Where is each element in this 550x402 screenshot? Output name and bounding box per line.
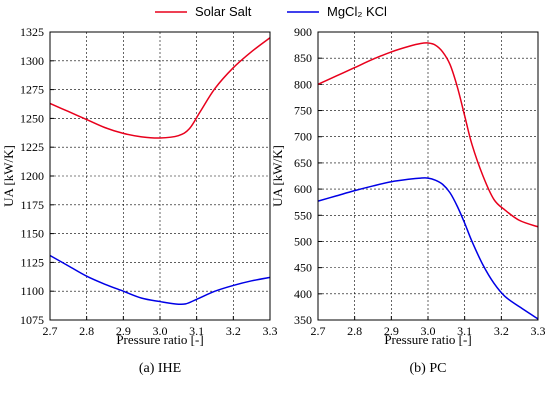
ihe-y-axis-label: UA [kW/K]: [1, 145, 16, 207]
legend-label-solar-salt: Solar Salt: [195, 4, 252, 19]
ihe-y-tick-label: 1275: [20, 83, 44, 97]
ihe-y-tick-label: 1225: [20, 140, 44, 154]
ihe-x-tick-label: 3.3: [263, 324, 278, 338]
pc-y-tick-label: 650: [294, 156, 312, 170]
ihe-x-tick-label: 2.8: [79, 324, 94, 338]
ihe-x-tick-label: 3.0: [153, 324, 168, 338]
ihe-x-tick-label: 2.9: [116, 324, 131, 338]
ihe-plot-frame: [49, 31, 271, 321]
pc-y-tick-label: 500: [294, 234, 312, 248]
ihe-y-tick-labels: 1075 1100 1125 1150 1175 1200 1225 1250 1275 1300…: [20, 25, 44, 327]
ihe-y-tick-label: 1125: [20, 255, 44, 269]
ihe-series-mgcl2-kcl-line: [49, 254, 271, 306]
pc-y-tick-label: 450: [294, 261, 312, 275]
ihe-y-tick-label: 1175: [20, 198, 44, 212]
pc-y-tick-label: 900: [294, 25, 312, 39]
ihe-chart: 2.7 2.8 2.9 3.0 3.1 3.2 3.3 1075 1100 1125 1150 11…: [1, 25, 278, 376]
pc-y-tick-label: 350: [294, 313, 312, 327]
ihe-y-tick-label: 1250: [20, 111, 44, 125]
legend: Solar Salt MgCl₂ KCl: [155, 4, 387, 19]
ihe-y-tick-label: 1100: [20, 284, 44, 298]
pc-series-solar-salt-line: [317, 42, 539, 228]
ihe-x-tick-labels: 2.7 2.8 2.9 3.0 3.1 3.2 3.3: [43, 324, 278, 338]
pc-y-tick-label: 550: [294, 208, 312, 222]
ihe-x-tick-label: 3.1: [189, 324, 204, 338]
ihe-y-tick-label: 1075: [20, 313, 44, 327]
pc-x-axis-label: Pressure ratio [-]: [384, 332, 471, 347]
pc-x-tick-label: 3.1: [457, 324, 472, 338]
pc-x-tick-label: 3.2: [494, 324, 509, 338]
ihe-y-tick-label: 1325: [20, 25, 44, 39]
pc-y-tick-label: 600: [294, 182, 312, 196]
pc-x-tick-label: 2.7: [311, 324, 326, 338]
ihe-y-tick-label: 1150: [20, 227, 44, 241]
pc-x-tick-label: 3.0: [421, 324, 436, 338]
pc-y-tick-label: 700: [294, 130, 312, 144]
ihe-grid: [49, 31, 271, 321]
pc-grid: [317, 31, 539, 321]
pc-plot-frame: [317, 31, 539, 321]
ihe-y-tick-label: 1300: [20, 54, 44, 68]
pc-y-tick-label: 400: [294, 287, 312, 301]
ihe-caption: (a) IHE: [139, 361, 181, 376]
pc-y-tick-label: 750: [294, 104, 312, 118]
pc-caption: (b) PC: [410, 361, 447, 376]
pc-chart: 2.7 2.8 2.9 3.0 3.1 3.2 3.3 350 400 450 500 550 600…: [270, 25, 546, 376]
legend-label-mgcl2-kcl: MgCl₂ KCl: [327, 4, 387, 19]
ihe-x-tick-label: 3.2: [226, 324, 241, 338]
pc-x-tick-label: 2.8: [347, 324, 362, 338]
ihe-x-axis-label: Pressure ratio [-]: [116, 332, 203, 347]
ihe-series: [49, 37, 271, 306]
pc-y-tick-label: 850: [294, 51, 312, 65]
pc-y-tick-label: 800: [294, 77, 312, 91]
pc-series: [317, 42, 539, 320]
pc-series-mgcl2-kcl-line: [317, 177, 539, 320]
ihe-series-solar-salt-line: [49, 37, 271, 139]
ihe-x-tick-label: 2.7: [43, 324, 58, 338]
pc-y-tick-labels: 350 400 450 500 550 600 650 700 750 800 850 900: [294, 25, 312, 327]
pc-x-tick-labels: 2.7 2.8 2.9 3.0 3.1 3.2 3.3: [311, 324, 546, 338]
ihe-y-tick-label: 1200: [20, 169, 44, 183]
pc-x-tick-label: 3.3: [531, 324, 546, 338]
pc-y-axis-label: UA [kW/K]: [270, 145, 285, 207]
pc-x-tick-label: 2.9: [384, 324, 399, 338]
